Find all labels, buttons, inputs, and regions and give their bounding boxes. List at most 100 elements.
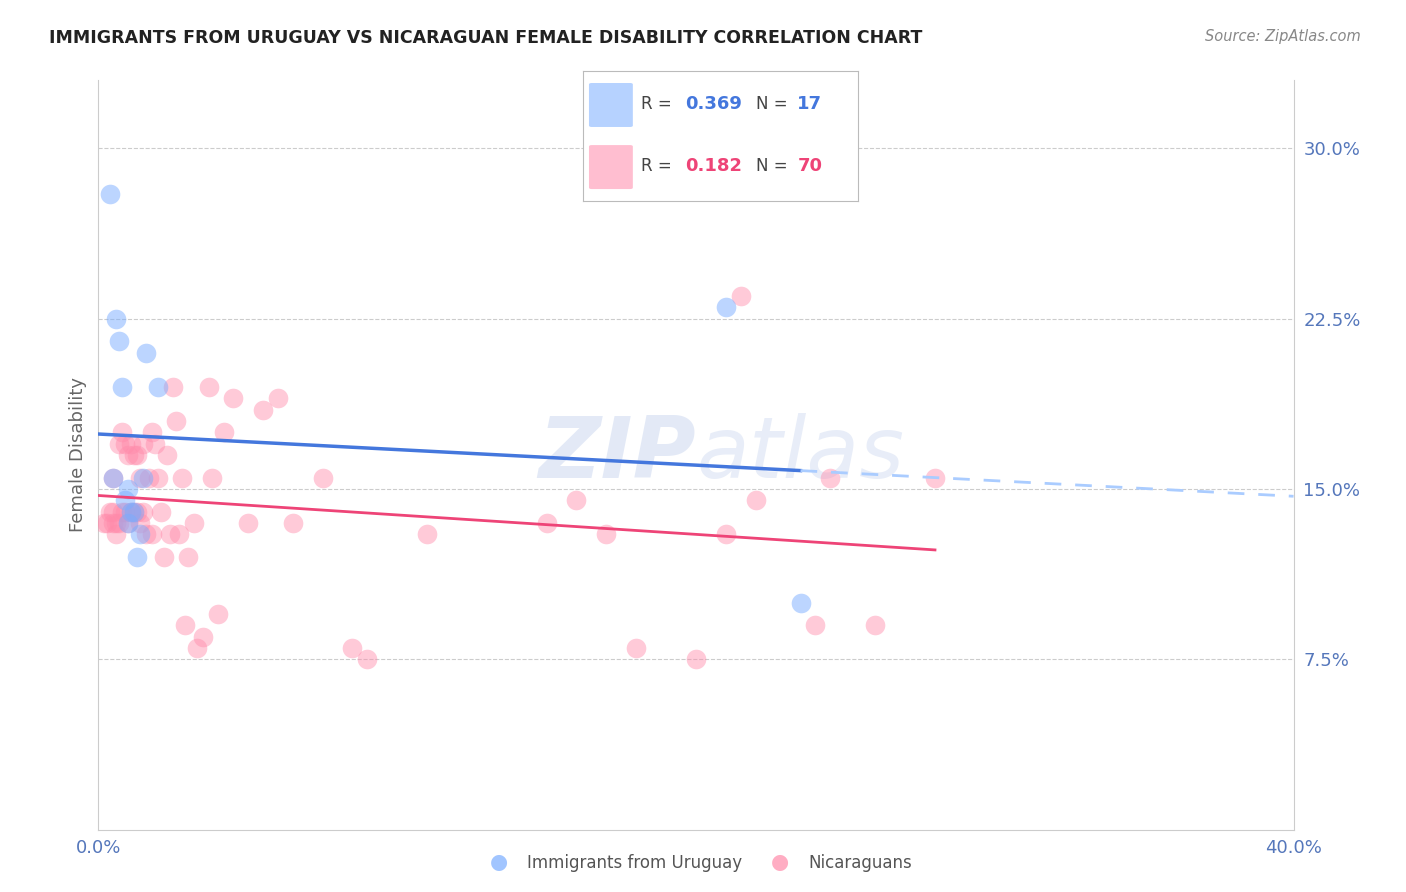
Point [120, 505, 142, 519]
Point [108, 436, 131, 450]
Point [281, 516, 304, 530]
Point [117, 516, 139, 530]
Point [135, 527, 157, 541]
Point [174, 618, 197, 632]
Text: IMMIGRANTS FROM URUGUAY VS NICARAGUAN FEMALE DISABILITY CORRELATION CHART: IMMIGRANTS FROM URUGUAY VS NICARAGUAN FE… [49, 29, 922, 46]
Point [924, 470, 946, 484]
Point [167, 527, 190, 541]
Point [626, 640, 648, 655]
Point [96, 516, 118, 530]
Point [105, 311, 128, 326]
Point [186, 640, 208, 655]
Text: R =: R = [641, 95, 672, 113]
Point [714, 527, 737, 541]
Point [103, 470, 125, 484]
Point [536, 516, 558, 530]
Point [98, 505, 122, 519]
Point [172, 470, 194, 484]
Point [595, 527, 617, 541]
Point [143, 436, 166, 450]
Point [201, 470, 224, 484]
Point [222, 391, 245, 405]
Point [714, 301, 737, 315]
Point [103, 516, 125, 530]
Point [789, 595, 811, 609]
Point [252, 402, 274, 417]
FancyBboxPatch shape [589, 145, 633, 189]
Point [159, 527, 181, 541]
Point [117, 448, 139, 462]
Point [105, 527, 128, 541]
Point [127, 448, 149, 462]
FancyBboxPatch shape [589, 83, 633, 127]
Text: N =: N = [756, 157, 787, 176]
Point [148, 380, 170, 394]
Point [198, 380, 221, 394]
Point [865, 618, 887, 632]
Text: 0.369: 0.369 [685, 95, 742, 113]
Y-axis label: Female Disability: Female Disability [69, 377, 87, 533]
Point [165, 414, 187, 428]
Point [565, 493, 588, 508]
Point [117, 516, 139, 530]
Point [138, 470, 160, 484]
Point [127, 550, 149, 565]
Point [685, 652, 707, 666]
Point [745, 493, 768, 508]
Point [191, 630, 214, 644]
Point [108, 334, 131, 349]
Point [111, 425, 134, 440]
Point [98, 186, 122, 201]
Point [156, 448, 179, 462]
Point [820, 470, 842, 484]
Text: N =: N = [756, 95, 787, 113]
Point [114, 436, 136, 450]
Point [114, 505, 136, 519]
Point [135, 345, 157, 359]
Point [177, 550, 200, 565]
Point [117, 482, 139, 496]
Point [183, 516, 205, 530]
Text: ●: ● [772, 853, 789, 872]
Point [141, 425, 163, 440]
Point [103, 505, 125, 519]
Point [111, 380, 134, 394]
Text: atlas: atlas [696, 413, 904, 497]
Point [124, 505, 146, 519]
Point [127, 505, 149, 519]
Text: 0.182: 0.182 [685, 157, 742, 176]
Text: ZIP: ZIP [538, 413, 696, 497]
Point [356, 652, 378, 666]
Text: ●: ● [491, 853, 508, 872]
Point [212, 425, 235, 440]
Point [132, 505, 155, 519]
Point [120, 505, 142, 519]
Point [132, 436, 155, 450]
Point [416, 527, 439, 541]
Point [730, 289, 752, 303]
Point [105, 516, 128, 530]
Point [129, 470, 152, 484]
Point [129, 516, 152, 530]
Point [120, 436, 142, 450]
Point [148, 470, 170, 484]
Point [236, 516, 259, 530]
Point [804, 618, 827, 632]
Point [132, 470, 155, 484]
Point [124, 448, 146, 462]
Point [111, 505, 134, 519]
Point [114, 493, 136, 508]
Point [153, 550, 176, 565]
Point [162, 380, 184, 394]
Text: Source: ZipAtlas.com: Source: ZipAtlas.com [1205, 29, 1361, 44]
Text: 70: 70 [797, 157, 823, 176]
Point [124, 505, 146, 519]
Point [311, 470, 333, 484]
Text: Immigrants from Uruguay: Immigrants from Uruguay [527, 855, 742, 872]
Point [207, 607, 229, 621]
Text: Nicaraguans: Nicaraguans [808, 855, 912, 872]
Text: 17: 17 [797, 95, 823, 113]
Point [150, 505, 173, 519]
Text: R =: R = [641, 157, 672, 176]
Point [108, 516, 131, 530]
